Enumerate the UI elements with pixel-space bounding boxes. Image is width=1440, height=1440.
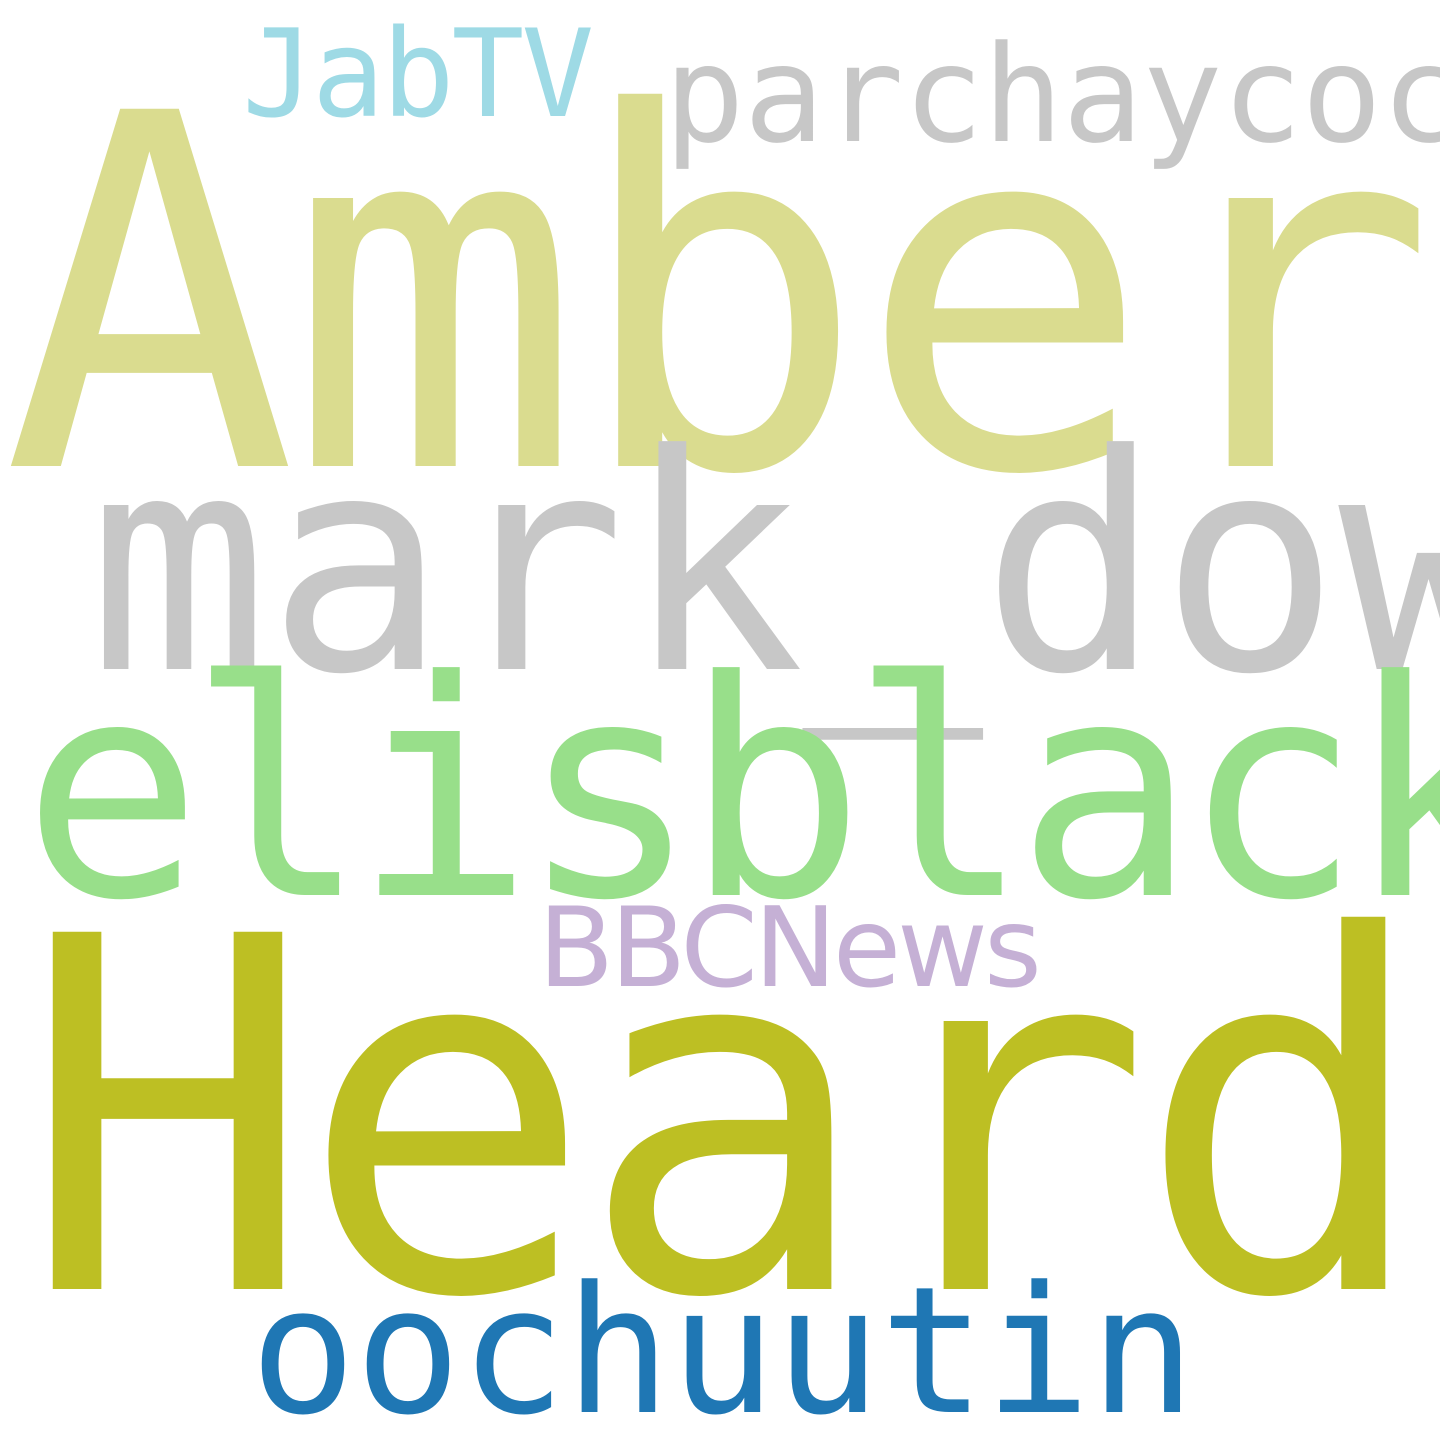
word-oochuutin: oochuutin bbox=[250, 1249, 1196, 1440]
word-heard: Heard bbox=[20, 834, 1431, 1405]
word-parchaycoco: parchaycoco bbox=[664, 17, 1440, 173]
word-mark-dow: mark_dow bbox=[88, 391, 1440, 740]
word-bbcnews: BBCNews bbox=[538, 884, 1042, 1013]
word-jabtv: JabTV bbox=[242, 4, 594, 145]
word-amber: Amber bbox=[2, 11, 1437, 582]
word-elisblack: elisblack bbox=[22, 617, 1440, 966]
